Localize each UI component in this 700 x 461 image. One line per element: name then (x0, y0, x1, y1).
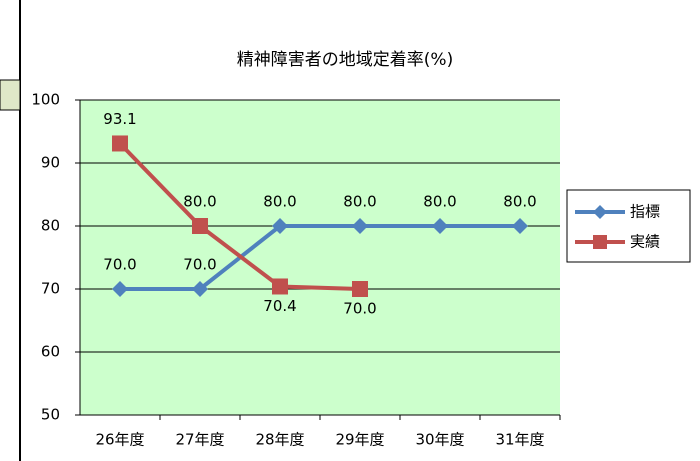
marker (192, 218, 208, 234)
y-tick-label: 50 (41, 406, 60, 424)
chart-title: 精神障害者の地域定着率(%) (237, 50, 453, 70)
marker (352, 281, 368, 297)
marker (272, 218, 288, 234)
plot-area (80, 100, 560, 415)
marker (272, 278, 288, 295)
data-label: 93.1 (103, 110, 136, 128)
marker (512, 218, 528, 234)
x-tick-label: 30年度 (415, 431, 464, 449)
marker (192, 281, 208, 297)
data-label: 70.0 (183, 256, 216, 274)
x-tick-label: 28年度 (255, 431, 304, 449)
legend-marker (593, 235, 607, 249)
marker (352, 218, 368, 234)
data-label: 70.0 (343, 300, 376, 318)
data-label: 80.0 (503, 193, 536, 211)
data-label: 80.0 (423, 193, 456, 211)
x-tick-label: 29年度 (335, 431, 384, 449)
y-tick-label: 80 (41, 217, 60, 235)
legend-label: 実績 (630, 233, 660, 251)
y-tick-label: 60 (41, 343, 60, 361)
series-line (120, 224, 520, 291)
y-tick-label: 100 (31, 91, 60, 109)
data-label: 70.4 (263, 297, 296, 315)
series-line (118, 142, 361, 291)
marker (112, 281, 128, 297)
legend-label: 指標 (630, 203, 660, 221)
table-fragment (0, 79, 21, 111)
marker (112, 135, 128, 152)
data-label: 80.0 (183, 193, 216, 211)
legend-marker (593, 205, 607, 219)
legend (566, 189, 691, 263)
y-tick-label: 90 (41, 154, 60, 172)
x-tick-label: 26年度 (95, 431, 144, 449)
y-tick-label: 70 (41, 280, 60, 298)
data-label: 80.0 (343, 193, 376, 211)
x-tick-label: 31年度 (495, 431, 544, 449)
marker (432, 218, 448, 234)
x-tick-label: 27年度 (175, 431, 224, 449)
data-label: 80.0 (263, 193, 296, 211)
data-label: 70.0 (103, 256, 136, 274)
